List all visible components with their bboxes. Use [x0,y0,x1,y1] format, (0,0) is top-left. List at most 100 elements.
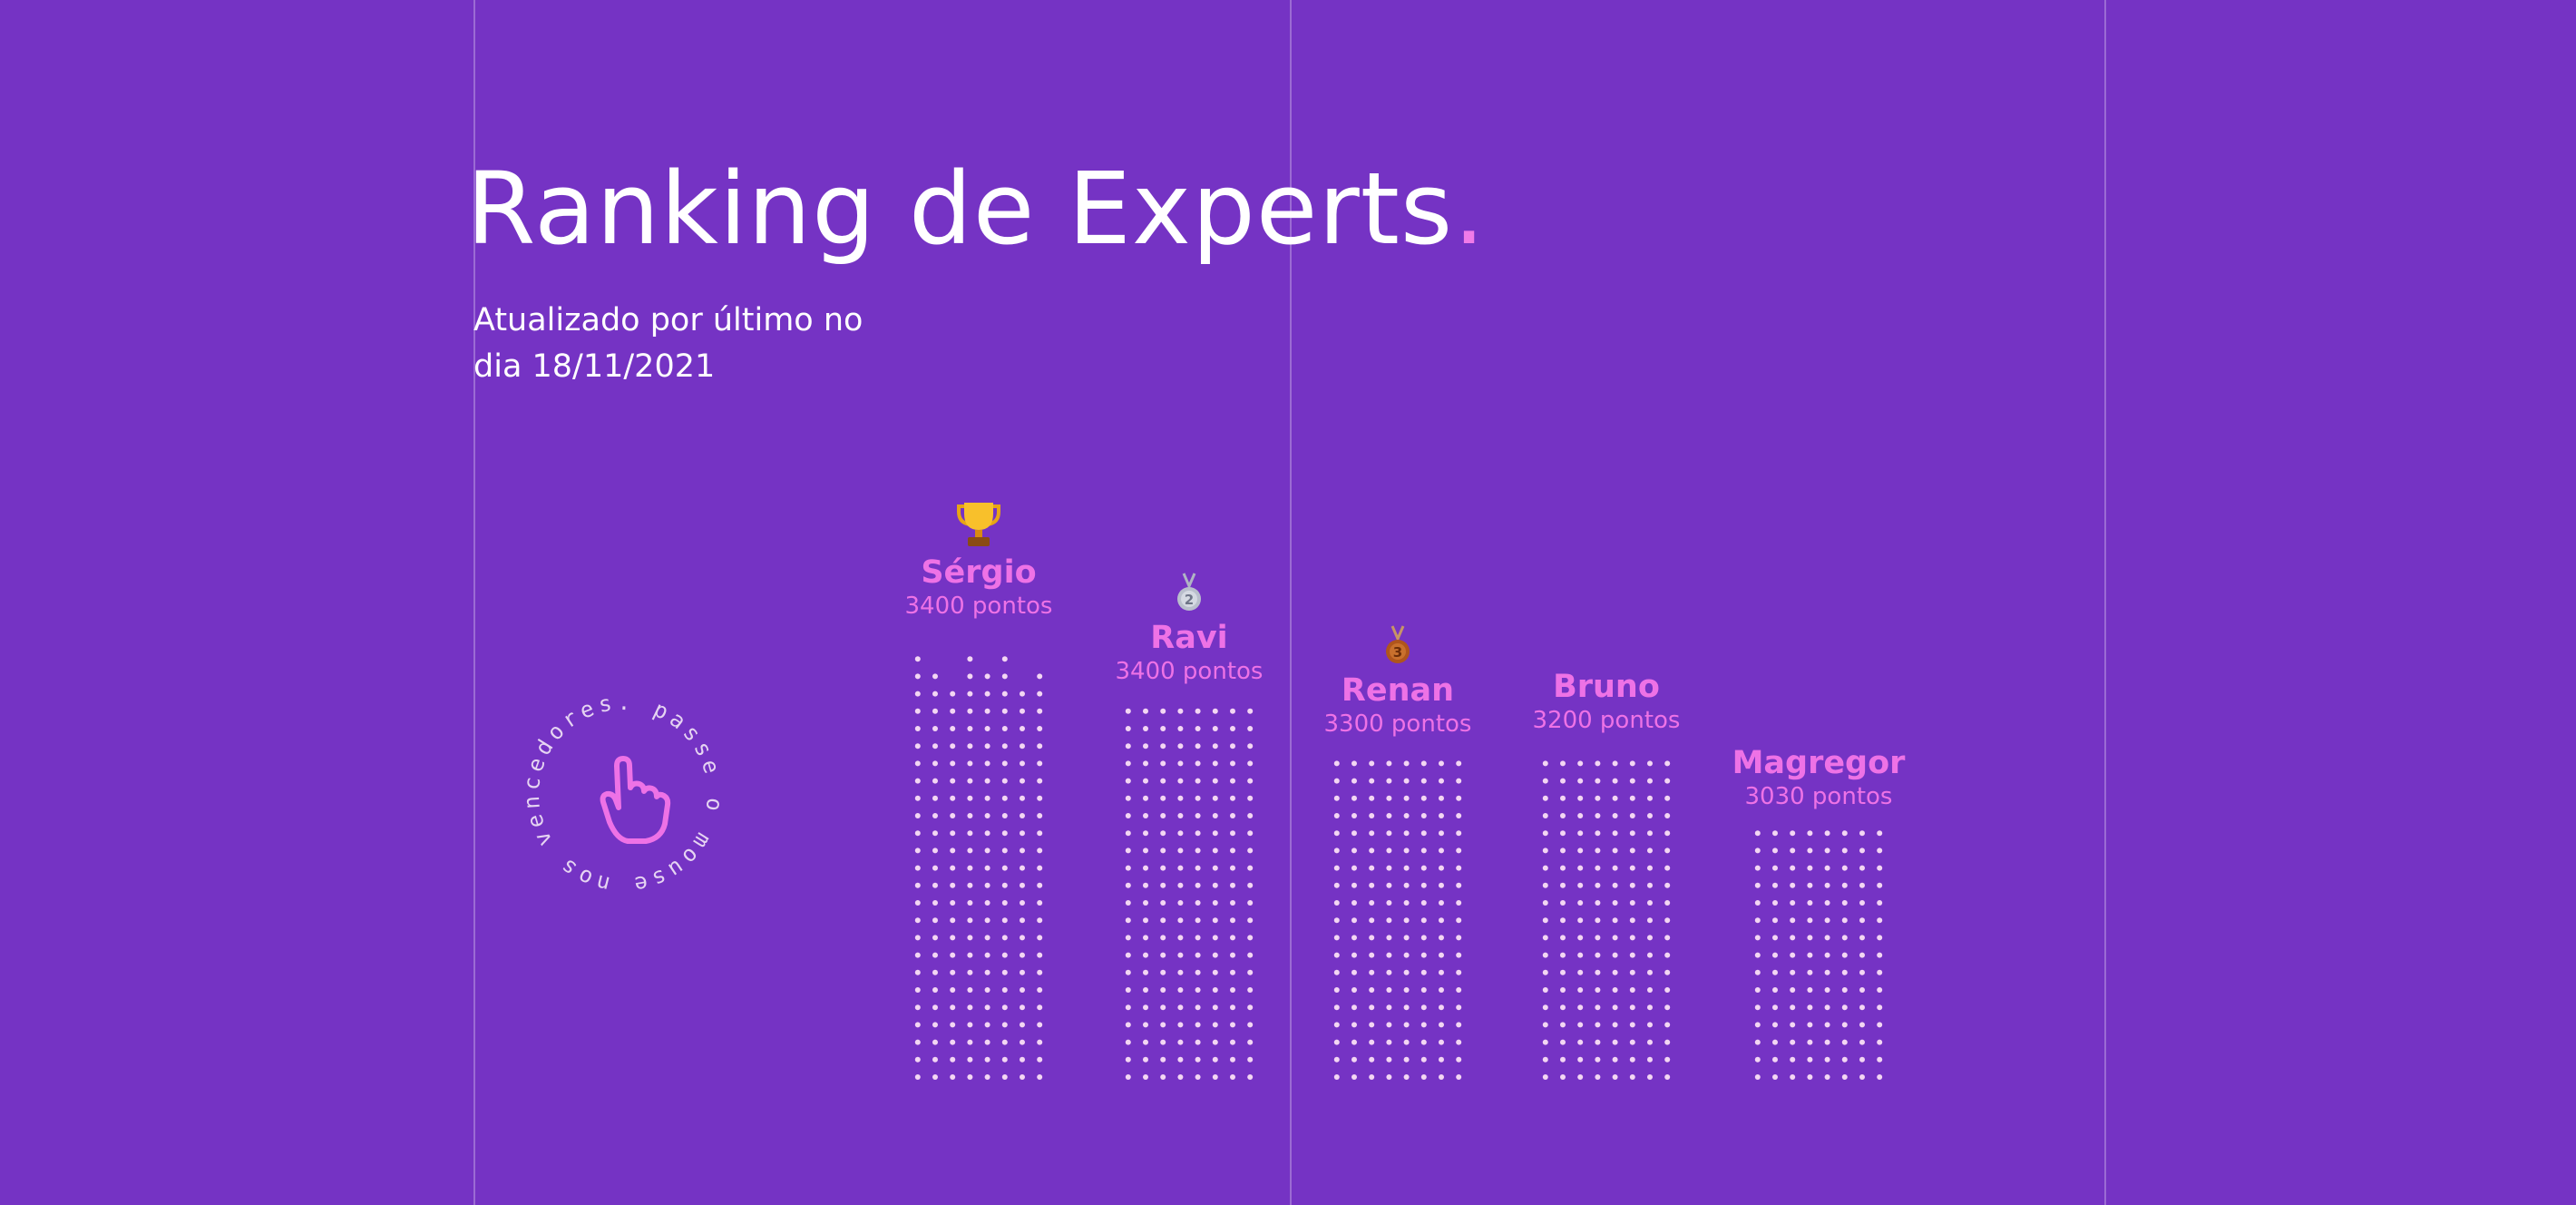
score-dot [1456,1056,1462,1063]
score-dot [1369,935,1375,941]
score-dot [1195,969,1201,975]
score-dot [1629,1022,1635,1028]
score-dot [1612,969,1618,975]
score-dot [932,900,938,906]
score-dot [1230,795,1235,801]
ranking-bar-3[interactable]: 3 Renan 3300 pontos [1307,615,1488,1080]
score-dot [1143,969,1148,975]
score-dot [1859,969,1865,975]
score-dot [1125,917,1131,924]
dot-column [1754,830,1883,1080]
score-dot [1351,1004,1357,1011]
score-dot [1824,917,1830,924]
score-dot [1439,1039,1444,1045]
score-dot [950,952,956,958]
ranking-bar-1[interactable]: Sérgio 3400 pontos [888,497,1069,1080]
score-dot [984,813,990,818]
score-dot [967,935,973,941]
score-dot [1037,1056,1043,1063]
score-dot [1403,917,1410,924]
score-dot [950,935,956,941]
score-dot [1195,847,1201,854]
score-dot [1772,900,1778,906]
score-dot [1333,1022,1340,1028]
score-dot [1577,1074,1584,1080]
score-dot [950,987,956,993]
score-dot [1841,1056,1848,1063]
score-dot [932,673,938,680]
score-dot [1456,830,1462,837]
score-dot [932,1039,938,1045]
score-dot [1754,1074,1761,1080]
score-dot [1629,900,1635,906]
score-dot [1212,743,1218,749]
score-dot [932,1074,938,1080]
score-dot [1612,987,1618,993]
score-dot [1195,1039,1201,1045]
score-dot [1439,847,1444,854]
score-dot [1369,795,1375,801]
score-dot [1160,987,1166,993]
score-dot [1664,1056,1671,1063]
score-dot [1143,935,1148,941]
score-dot [1020,760,1025,767]
score-dot [1420,987,1427,993]
score-dot [1037,1022,1043,1028]
score-dot [1824,1004,1830,1011]
score-dot [950,969,956,975]
score-dot [1595,987,1601,993]
score-dot [1439,865,1444,871]
score-dot [1143,1004,1148,1011]
score-dot [1351,865,1357,871]
score-dot [1612,813,1618,818]
score-dot [932,952,938,958]
score-dot [1664,778,1671,784]
score-dot [1824,987,1830,993]
score-dot [1125,778,1131,784]
score-dot [1403,935,1410,941]
score-dot [1420,952,1427,958]
score-dot [1160,726,1166,731]
score-dot [1020,917,1025,924]
score-dot [1020,935,1025,941]
score-dot [967,917,973,924]
score-dot [984,673,990,680]
score-dot [1212,865,1218,871]
score-dot [1824,865,1830,871]
score-dot [1772,865,1778,871]
ranking-bar-5[interactable]: Magregor 3030 pontos [1728,739,1909,1080]
ranking-bar-4[interactable]: Bruno 3200 pontos [1516,662,1697,1080]
score-dot [1001,882,1008,888]
score-dot [1351,935,1357,941]
ranking-bar-2[interactable]: 2 Ravi 3400 pontos [1098,563,1280,1080]
score-dot [1877,969,1883,975]
score-dot [1595,847,1601,854]
score-dot [1160,1039,1166,1045]
score-dot [1195,830,1201,837]
score-dot [1386,917,1392,924]
score-dot [1456,935,1462,941]
score-dot [1125,882,1131,888]
score-dot [1629,813,1635,818]
score-dot [1247,900,1254,906]
score-dot [1824,1056,1830,1063]
score-dot [984,760,990,767]
score-dot [914,795,921,801]
score-dot [1629,1039,1635,1045]
score-dot [1160,952,1166,958]
score-dot [1807,1039,1813,1045]
score-dot [1212,813,1218,818]
score-dot [1807,1022,1813,1028]
score-dot [1790,1056,1796,1063]
score-dot [1230,882,1235,888]
score-dot [1195,795,1201,801]
score-dot [1629,917,1635,924]
score-dot [1247,1039,1254,1045]
score-dot [1664,795,1671,801]
score-dot [1754,1004,1761,1011]
score-dot [1577,1056,1584,1063]
score-dot [1386,1074,1392,1080]
score-dot [1177,795,1184,801]
score-dot [1333,1039,1340,1045]
score-dot [1247,743,1254,749]
